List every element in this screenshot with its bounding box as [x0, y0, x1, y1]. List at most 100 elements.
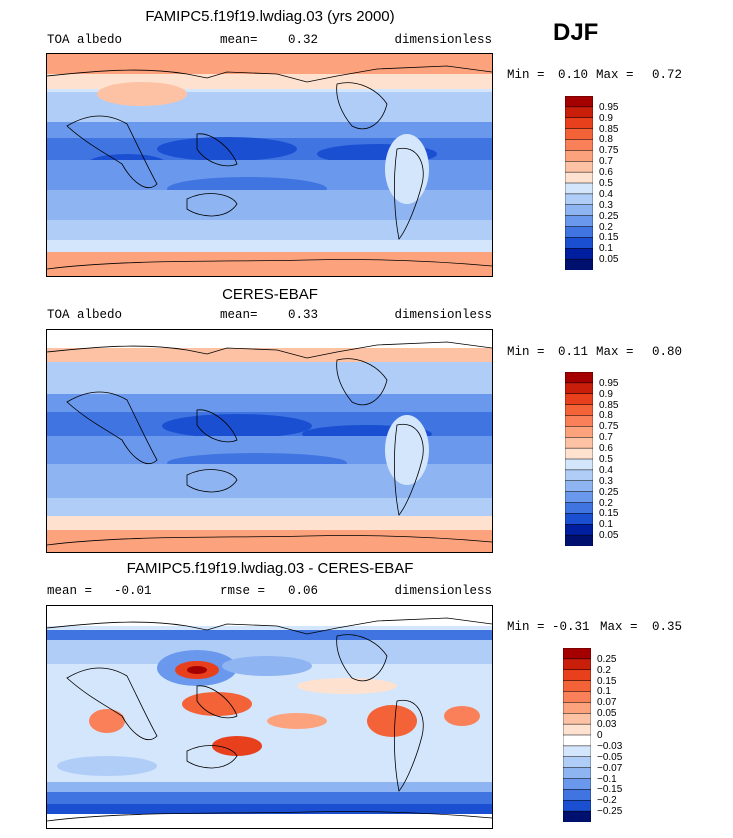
colorbar-swatch [565, 96, 593, 108]
colorbar-swatch [563, 745, 591, 758]
panel-2-map [46, 329, 493, 553]
panel-3-level-15: −0.25 [597, 806, 623, 817]
panel-2-level-13: 0.15 [599, 508, 619, 519]
panel-1-mean-value: 0.32 [288, 33, 319, 47]
panel-1-level-6: 0.7 [599, 156, 613, 167]
colorbar-swatch [565, 150, 593, 162]
colorbar-swatch [565, 469, 593, 482]
panel-3-level-5: 0.07 [597, 697, 617, 708]
panel-1-colorbar-labels: 0.95 0.9 0.85 0.8 0.75 0.7 0.6 0.5 0.4 0… [599, 96, 639, 270]
panel-1-level-14: 0.1 [599, 243, 613, 254]
panel-3-mean-value: -0.01 [114, 584, 152, 598]
panel-1-level-12: 0.2 [599, 222, 613, 233]
panel-1-min-value: 0.10 [558, 68, 589, 82]
colorbar-swatch [565, 128, 593, 141]
colorbar-swatch [563, 778, 591, 790]
panel-3-level-7: 0.03 [597, 719, 617, 730]
panel-2-colorbar-swatches [565, 372, 593, 546]
panel-3-rmse-label: rmse = [220, 584, 266, 598]
panel-2-level-10: 0.3 [599, 476, 613, 487]
panel-3-colorbar-swatches [563, 648, 591, 822]
panel-3-level-4: 0.1 [597, 686, 611, 697]
panel-2-level-1: 0.95 [599, 378, 619, 389]
panel-2-min-value: 0.11 [558, 345, 589, 359]
colorbar-swatch [565, 171, 593, 184]
panel-1-level-10: 0.3 [599, 200, 613, 211]
panel-2-max-label: Max = [596, 345, 634, 359]
panel-1-colorbar [565, 96, 593, 270]
panel-3-level-12: −0.1 [597, 774, 617, 785]
colorbar-swatch [565, 426, 593, 438]
colorbar-swatch [565, 393, 593, 406]
colorbar-swatch [565, 204, 593, 217]
panel-1-max-value: 0.72 [652, 68, 683, 82]
panel-1-level-4: 0.8 [599, 134, 613, 145]
panel-2-level-11: 0.25 [599, 487, 619, 498]
colorbar-swatch [563, 734, 591, 747]
panel-2-level-3: 0.85 [599, 400, 619, 411]
colorbar-swatch [565, 106, 593, 119]
panel-3-level-14: −0.2 [597, 795, 617, 806]
panel-3-units: dimensionless [394, 584, 492, 598]
panel-3-level-6: 0.05 [597, 708, 617, 719]
panel-3-map [46, 605, 493, 829]
panel-2-level-15: 0.05 [599, 530, 619, 541]
colorbar-swatch [563, 658, 591, 671]
panel-2-level-7: 0.6 [599, 443, 613, 454]
panel-3-level-9: −0.03 [597, 741, 623, 752]
panel-1-max-label: Max = [596, 68, 634, 82]
panel-1-level-15: 0.05 [599, 254, 619, 265]
panel-1-level-1: 0.95 [599, 102, 619, 113]
colorbar-swatch [565, 437, 593, 449]
panel-2-max-value: 0.80 [652, 345, 683, 359]
colorbar-swatch [565, 237, 593, 249]
panel-1-min-label: Min = [507, 68, 545, 82]
panel-2-mean-label: mean= [220, 308, 258, 322]
panel-3-min-label: Min = [507, 620, 545, 634]
panel-2-level-5: 0.75 [599, 421, 619, 432]
panel-3-level-3: 0.15 [597, 676, 617, 687]
panel-2-min-label: Min = [507, 345, 545, 359]
panel-2-units: dimensionless [394, 308, 492, 322]
colorbar-swatch [565, 382, 593, 395]
colorbar-swatch [565, 226, 593, 238]
colorbar-swatch [565, 513, 593, 525]
panel-1-level-5: 0.75 [599, 145, 619, 156]
colorbar-swatch [563, 800, 591, 812]
colorbar-swatch [565, 524, 593, 536]
colorbar-swatch [563, 691, 591, 703]
colorbar-swatch [563, 669, 591, 682]
panel-1-title: FAMIPC5.f19f19.lwdiag.03 (yrs 2000) [145, 8, 395, 25]
panel-1-variable: TOA albedo [47, 33, 123, 47]
panel-2-level-4: 0.8 [599, 410, 613, 421]
season-label: DJF [553, 19, 599, 46]
panel-1-level-2: 0.9 [599, 113, 613, 124]
colorbar-swatch [563, 723, 591, 736]
panel-3-min-value: -0.31 [552, 620, 590, 634]
colorbar-swatch [563, 680, 591, 693]
panel-2-level-14: 0.1 [599, 519, 613, 530]
colorbar-swatch [565, 447, 593, 460]
colorbar-swatch [565, 117, 593, 130]
colorbar-swatch [563, 810, 591, 822]
panel-1-level-7: 0.6 [599, 167, 613, 178]
panel-2-title: CERES-EBAF [222, 286, 318, 303]
panel-1-level-8: 0.5 [599, 178, 613, 189]
colorbar-swatch [565, 480, 593, 493]
colorbar-swatch [563, 756, 591, 769]
colorbar-swatch [565, 404, 593, 417]
colorbar-swatch [565, 215, 593, 228]
panel-1-level-13: 0.15 [599, 232, 619, 243]
panel-2-colorbar-labels: 0.95 0.9 0.85 0.8 0.75 0.7 0.6 0.5 0.4 0… [599, 372, 639, 546]
panel-2-mean-value: 0.33 [288, 308, 319, 322]
panel-1-map [46, 53, 493, 277]
panel-2-colorbar [565, 372, 593, 546]
colorbar-swatch [565, 258, 593, 270]
panel-2-level-6: 0.7 [599, 432, 613, 443]
colorbar-swatch [563, 702, 591, 714]
panel-3-colorbar-labels: 0.25 0.2 0.15 0.1 0.07 0.05 0.03 0 −0.03… [597, 648, 647, 822]
panel-3-level-10: −0.05 [597, 752, 623, 763]
panel-1-colorbar-swatches [565, 96, 593, 270]
colorbar-swatch [565, 491, 593, 504]
panel-1-level-3: 0.85 [599, 124, 619, 135]
